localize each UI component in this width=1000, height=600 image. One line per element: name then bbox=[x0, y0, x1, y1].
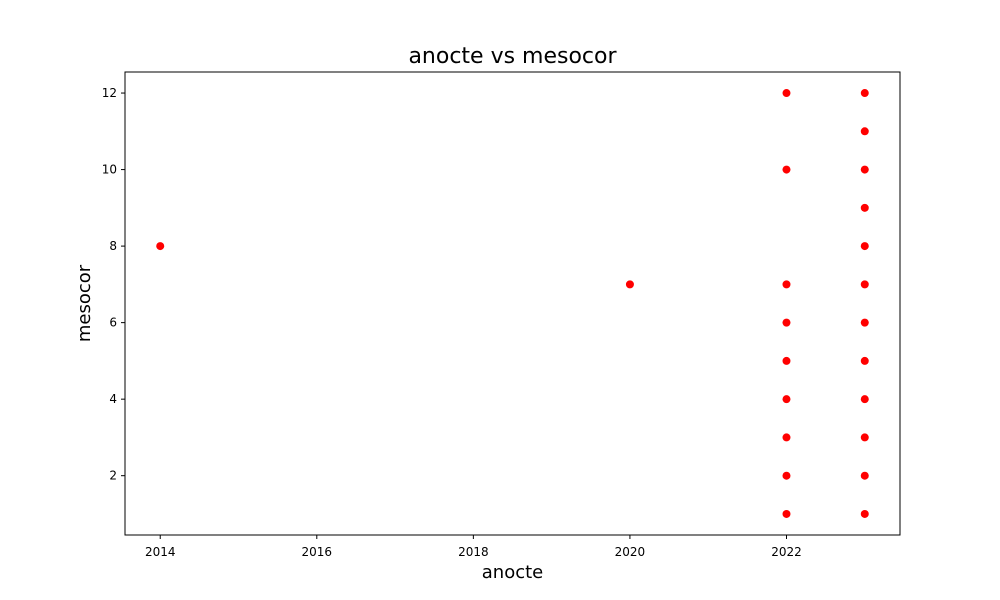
data-point bbox=[782, 89, 791, 98]
data-point bbox=[782, 433, 791, 442]
data-point bbox=[625, 280, 634, 289]
data-point bbox=[782, 356, 791, 365]
data-point bbox=[860, 509, 869, 518]
data-point bbox=[860, 356, 869, 365]
data-point bbox=[782, 395, 791, 404]
x-tick-label: 2016 bbox=[302, 545, 333, 559]
x-tick-label: 2018 bbox=[458, 545, 489, 559]
y-tick-label: 10 bbox=[102, 163, 117, 177]
y-axis-label: mesocor bbox=[74, 264, 95, 342]
x-tick-label: 2020 bbox=[615, 545, 646, 559]
plot-frame bbox=[124, 71, 901, 536]
data-point bbox=[860, 471, 869, 480]
data-point bbox=[156, 242, 165, 251]
data-point bbox=[782, 509, 791, 518]
data-points bbox=[156, 89, 869, 518]
y-tick-label: 12 bbox=[102, 86, 117, 100]
y-tick-label: 8 bbox=[109, 239, 117, 253]
y-tick-label: 6 bbox=[109, 316, 117, 330]
data-point bbox=[860, 395, 869, 404]
data-point bbox=[860, 280, 869, 289]
data-point bbox=[860, 203, 869, 212]
x-axis-ticks: 2014 2016 2018 2020 2022 bbox=[145, 535, 802, 559]
chart-title: anocte vs mesocor bbox=[408, 44, 617, 69]
data-point bbox=[860, 433, 869, 442]
data-point bbox=[860, 165, 869, 174]
y-tick-label: 2 bbox=[109, 469, 117, 483]
data-point bbox=[782, 165, 791, 174]
data-point bbox=[782, 318, 791, 327]
data-point bbox=[860, 318, 869, 327]
y-tick-label: 4 bbox=[109, 392, 117, 406]
data-point bbox=[782, 280, 791, 289]
x-axis-label: anocte bbox=[482, 562, 543, 583]
data-point bbox=[782, 471, 791, 480]
data-point bbox=[860, 242, 869, 251]
x-tick-label: 2014 bbox=[145, 545, 176, 559]
y-axis-ticks: 2 4 6 8 10 12 bbox=[102, 86, 125, 483]
data-point bbox=[860, 127, 869, 136]
data-point bbox=[860, 89, 869, 98]
x-tick-label: 2022 bbox=[771, 545, 802, 559]
